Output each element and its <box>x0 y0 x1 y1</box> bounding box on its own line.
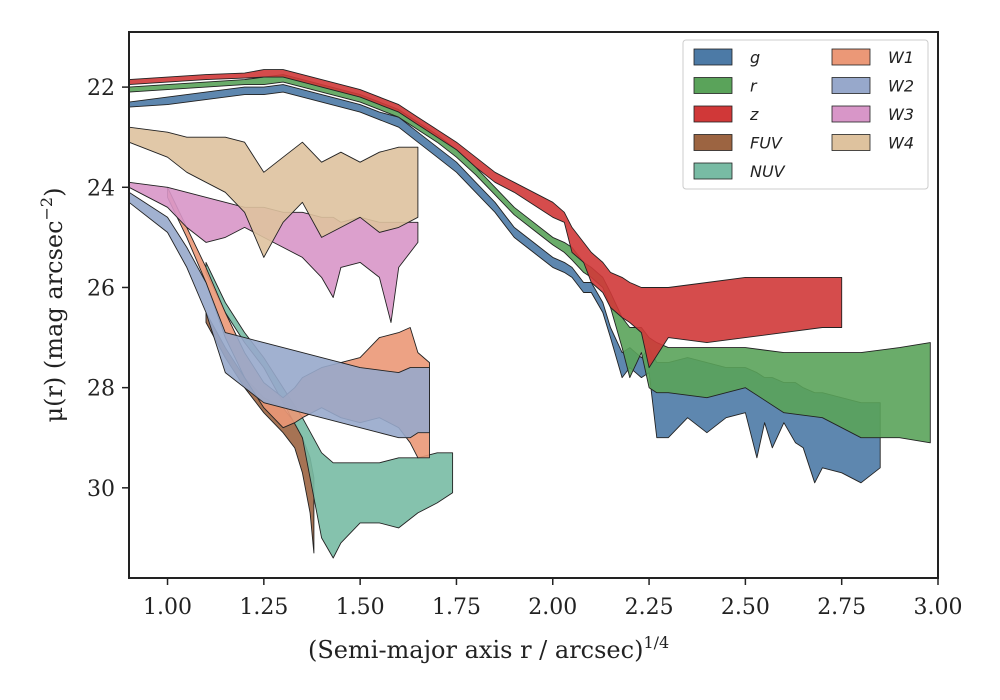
series-band-w4 <box>128 126 419 258</box>
x-tick-label: 2.00 <box>528 595 577 620</box>
legend-label-w1: W1 <box>888 48 914 67</box>
legend-label-w2: W2 <box>888 77 914 96</box>
y-tick-label: 22 <box>87 76 115 101</box>
legend-swatch-w4 <box>831 134 871 151</box>
legend: grz FUV NUV W1 W2 W3 W4 <box>682 39 929 190</box>
y-tick-label: 30 <box>87 477 115 502</box>
y-tick-label: 24 <box>87 176 115 201</box>
x-tick-label: 1.00 <box>143 595 192 620</box>
legend-swatch-w2 <box>831 77 871 94</box>
legend-label-fuv: FUV <box>750 134 783 153</box>
y-axis: 22 24 26 28 30 <box>87 76 129 502</box>
y-axis-label: μ(r) (mag arcsec−2) <box>37 188 68 423</box>
legend-label-w3: W3 <box>888 105 914 124</box>
legend-swatch-z <box>693 105 733 123</box>
x-tick-label: 2.75 <box>817 595 866 620</box>
x-tick-label: 2.25 <box>625 595 674 620</box>
x-tick-label: 1.75 <box>432 595 481 620</box>
legend-label-nuv: NUV <box>750 162 786 181</box>
legend-swatch-w3 <box>831 105 871 123</box>
x-axis-label-exponent: 1/4 <box>643 633 669 652</box>
legend-label-z: z <box>749 105 759 124</box>
x-axis: 1.00 1.25 1.50 1.75 2.00 2.25 2.50 2.75 3.00 <box>143 578 962 620</box>
legend-swatch-fuv <box>693 134 733 151</box>
x-tick-label: 2.50 <box>721 595 770 620</box>
legend-label-w4: W4 <box>888 134 914 153</box>
legend-swatch-nuv <box>693 162 733 180</box>
y-tick-label: 26 <box>87 276 115 301</box>
series-band-w2 <box>128 191 430 439</box>
legend-label-r: r <box>750 77 758 96</box>
chart-areas <box>128 69 931 559</box>
y-tick-label: 28 <box>87 377 115 402</box>
x-tick-label: 1.50 <box>336 595 385 620</box>
y-axis-label-exponent: −2 <box>37 197 56 221</box>
legend-swatch-r <box>693 77 733 94</box>
series-band-z <box>128 69 843 369</box>
x-axis-label: (Semi-major axis r / arcsec)1/4 <box>308 633 669 664</box>
plot-frame <box>128 31 939 579</box>
legend-label-g: g <box>750 48 760 67</box>
x-tick-label: 1.25 <box>239 595 288 620</box>
legend-swatch-g <box>693 48 733 66</box>
legend-swatch-w1 <box>831 48 871 66</box>
x-tick-label: 3.00 <box>914 595 963 620</box>
